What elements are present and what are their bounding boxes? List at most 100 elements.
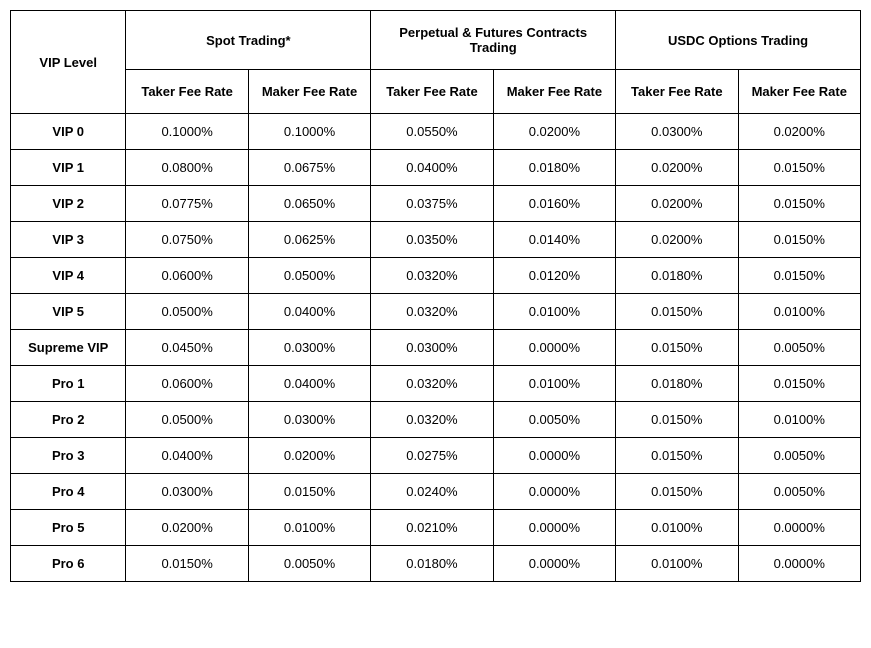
table-header-sub-row: Taker Fee Rate Maker Fee Rate Taker Fee … (11, 70, 861, 114)
header-group-spot: Spot Trading* (126, 11, 371, 70)
cell-level: Pro 1 (11, 366, 126, 402)
header-perp-maker: Maker Fee Rate (493, 70, 615, 114)
cell-perp-taker: 0.0180% (371, 546, 493, 582)
cell-spot-maker: 0.0050% (248, 546, 370, 582)
cell-spot-maker: 0.0150% (248, 474, 370, 510)
cell-perp-taker: 0.0240% (371, 474, 493, 510)
cell-perp-taker: 0.0550% (371, 114, 493, 150)
cell-spot-maker: 0.1000% (248, 114, 370, 150)
cell-opt-maker: 0.0050% (738, 330, 860, 366)
cell-opt-maker: 0.0050% (738, 474, 860, 510)
table-header-group-row: VIP Level Spot Trading* Perpetual & Futu… (11, 11, 861, 70)
cell-perp-maker: 0.0120% (493, 258, 615, 294)
cell-spot-taker: 0.0775% (126, 186, 248, 222)
table-row: Pro 50.0200%0.0100%0.0210%0.0000%0.0100%… (11, 510, 861, 546)
cell-opt-taker: 0.0150% (616, 294, 738, 330)
header-perp-taker: Taker Fee Rate (371, 70, 493, 114)
cell-perp-maker: 0.0000% (493, 474, 615, 510)
cell-opt-taker: 0.0180% (616, 258, 738, 294)
cell-spot-taker: 0.0400% (126, 438, 248, 474)
table-row: Pro 40.0300%0.0150%0.0240%0.0000%0.0150%… (11, 474, 861, 510)
header-group-perp: Perpetual & Futures Contracts Trading (371, 11, 616, 70)
cell-spot-taker: 0.0600% (126, 366, 248, 402)
cell-opt-taker: 0.0200% (616, 150, 738, 186)
cell-opt-maker: 0.0150% (738, 366, 860, 402)
table-row: VIP 50.0500%0.0400%0.0320%0.0100%0.0150%… (11, 294, 861, 330)
cell-perp-maker: 0.0000% (493, 438, 615, 474)
cell-level: VIP 0 (11, 114, 126, 150)
cell-perp-maker: 0.0050% (493, 402, 615, 438)
cell-spot-maker: 0.0100% (248, 510, 370, 546)
cell-spot-taker: 0.0600% (126, 258, 248, 294)
table-row: VIP 30.0750%0.0625%0.0350%0.0140%0.0200%… (11, 222, 861, 258)
cell-perp-maker: 0.0000% (493, 330, 615, 366)
cell-opt-taker: 0.0200% (616, 186, 738, 222)
cell-opt-taker: 0.0180% (616, 366, 738, 402)
fee-table: VIP Level Spot Trading* Perpetual & Futu… (10, 10, 861, 582)
cell-level: VIP 2 (11, 186, 126, 222)
table-row: Supreme VIP0.0450%0.0300%0.0300%0.0000%0… (11, 330, 861, 366)
header-spot-maker: Maker Fee Rate (248, 70, 370, 114)
cell-spot-taker: 0.0800% (126, 150, 248, 186)
table-row: VIP 00.1000%0.1000%0.0550%0.0200%0.0300%… (11, 114, 861, 150)
cell-opt-maker: 0.0050% (738, 438, 860, 474)
cell-opt-taker: 0.0100% (616, 546, 738, 582)
cell-perp-taker: 0.0300% (371, 330, 493, 366)
cell-level: Pro 2 (11, 402, 126, 438)
cell-opt-maker: 0.0000% (738, 546, 860, 582)
cell-level: Supreme VIP (11, 330, 126, 366)
cell-perp-taker: 0.0375% (371, 186, 493, 222)
header-vip-level: VIP Level (11, 11, 126, 114)
cell-opt-maker: 0.0150% (738, 150, 860, 186)
cell-spot-maker: 0.0400% (248, 366, 370, 402)
cell-perp-taker: 0.0320% (371, 366, 493, 402)
cell-perp-taker: 0.0400% (371, 150, 493, 186)
cell-level: Pro 6 (11, 546, 126, 582)
table-row: Pro 60.0150%0.0050%0.0180%0.0000%0.0100%… (11, 546, 861, 582)
table-row: Pro 30.0400%0.0200%0.0275%0.0000%0.0150%… (11, 438, 861, 474)
header-options-taker: Taker Fee Rate (616, 70, 738, 114)
cell-spot-taker: 0.0450% (126, 330, 248, 366)
cell-opt-taker: 0.0100% (616, 510, 738, 546)
cell-perp-taker: 0.0275% (371, 438, 493, 474)
cell-perp-maker: 0.0180% (493, 150, 615, 186)
table-row: Pro 20.0500%0.0300%0.0320%0.0050%0.0150%… (11, 402, 861, 438)
header-group-options: USDC Options Trading (616, 11, 861, 70)
cell-level: VIP 4 (11, 258, 126, 294)
cell-spot-maker: 0.0675% (248, 150, 370, 186)
cell-level: Pro 4 (11, 474, 126, 510)
cell-opt-maker: 0.0100% (738, 402, 860, 438)
cell-spot-maker: 0.0200% (248, 438, 370, 474)
cell-opt-taker: 0.0150% (616, 402, 738, 438)
cell-spot-taker: 0.1000% (126, 114, 248, 150)
cell-spot-taker: 0.0500% (126, 402, 248, 438)
cell-opt-taker: 0.0200% (616, 222, 738, 258)
cell-spot-maker: 0.0400% (248, 294, 370, 330)
cell-opt-maker: 0.0200% (738, 114, 860, 150)
cell-opt-taker: 0.0300% (616, 114, 738, 150)
table-row: VIP 40.0600%0.0500%0.0320%0.0120%0.0180%… (11, 258, 861, 294)
cell-perp-taker: 0.0320% (371, 402, 493, 438)
cell-spot-maker: 0.0650% (248, 186, 370, 222)
cell-opt-maker: 0.0000% (738, 510, 860, 546)
cell-spot-maker: 0.0300% (248, 330, 370, 366)
cell-level: VIP 5 (11, 294, 126, 330)
cell-perp-maker: 0.0100% (493, 294, 615, 330)
cell-perp-taker: 0.0210% (371, 510, 493, 546)
cell-opt-taker: 0.0150% (616, 438, 738, 474)
cell-level: Pro 3 (11, 438, 126, 474)
cell-perp-maker: 0.0140% (493, 222, 615, 258)
table-row: Pro 10.0600%0.0400%0.0320%0.0100%0.0180%… (11, 366, 861, 402)
cell-level: Pro 5 (11, 510, 126, 546)
table-row: VIP 10.0800%0.0675%0.0400%0.0180%0.0200%… (11, 150, 861, 186)
cell-perp-taker: 0.0350% (371, 222, 493, 258)
cell-perp-taker: 0.0320% (371, 258, 493, 294)
cell-spot-taker: 0.0500% (126, 294, 248, 330)
cell-spot-maker: 0.0500% (248, 258, 370, 294)
cell-level: VIP 1 (11, 150, 126, 186)
cell-spot-taker: 0.0750% (126, 222, 248, 258)
cell-perp-maker: 0.0200% (493, 114, 615, 150)
cell-perp-maker: 0.0160% (493, 186, 615, 222)
cell-perp-taker: 0.0320% (371, 294, 493, 330)
header-spot-taker: Taker Fee Rate (126, 70, 248, 114)
